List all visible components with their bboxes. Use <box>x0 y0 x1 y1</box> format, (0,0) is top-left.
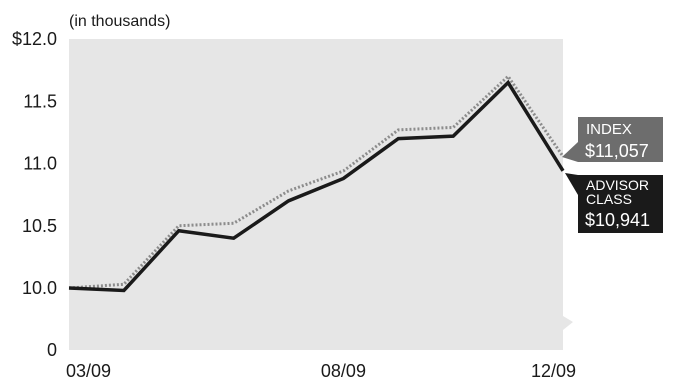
axis-break-mark <box>563 316 573 330</box>
plot-background <box>69 39 563 350</box>
index-end-value: $11,057 <box>585 141 649 161</box>
y-tick-label: 11.5 <box>23 91 57 111</box>
advisor-series-name: CLASS <box>586 191 632 207</box>
y-tick-label: 0 <box>47 340 57 360</box>
y-tick-label: 11.0 <box>23 154 57 174</box>
y-tick-label: $12.0 <box>12 29 57 49</box>
x-tick-label: 08/09 <box>321 361 366 381</box>
unit-label: (in thousands) <box>69 13 170 30</box>
index-end-label: INDEX $11,057 <box>562 117 663 162</box>
x-tick-label: 03/09 <box>66 361 111 381</box>
advisor-end-value: $10,941 <box>585 210 650 230</box>
y-tick-label: 10.0 <box>22 278 57 298</box>
index-series-name: INDEX <box>586 121 632 138</box>
y-tick-label: 10.5 <box>22 216 57 236</box>
x-tick-label: 12/09 <box>531 361 576 381</box>
